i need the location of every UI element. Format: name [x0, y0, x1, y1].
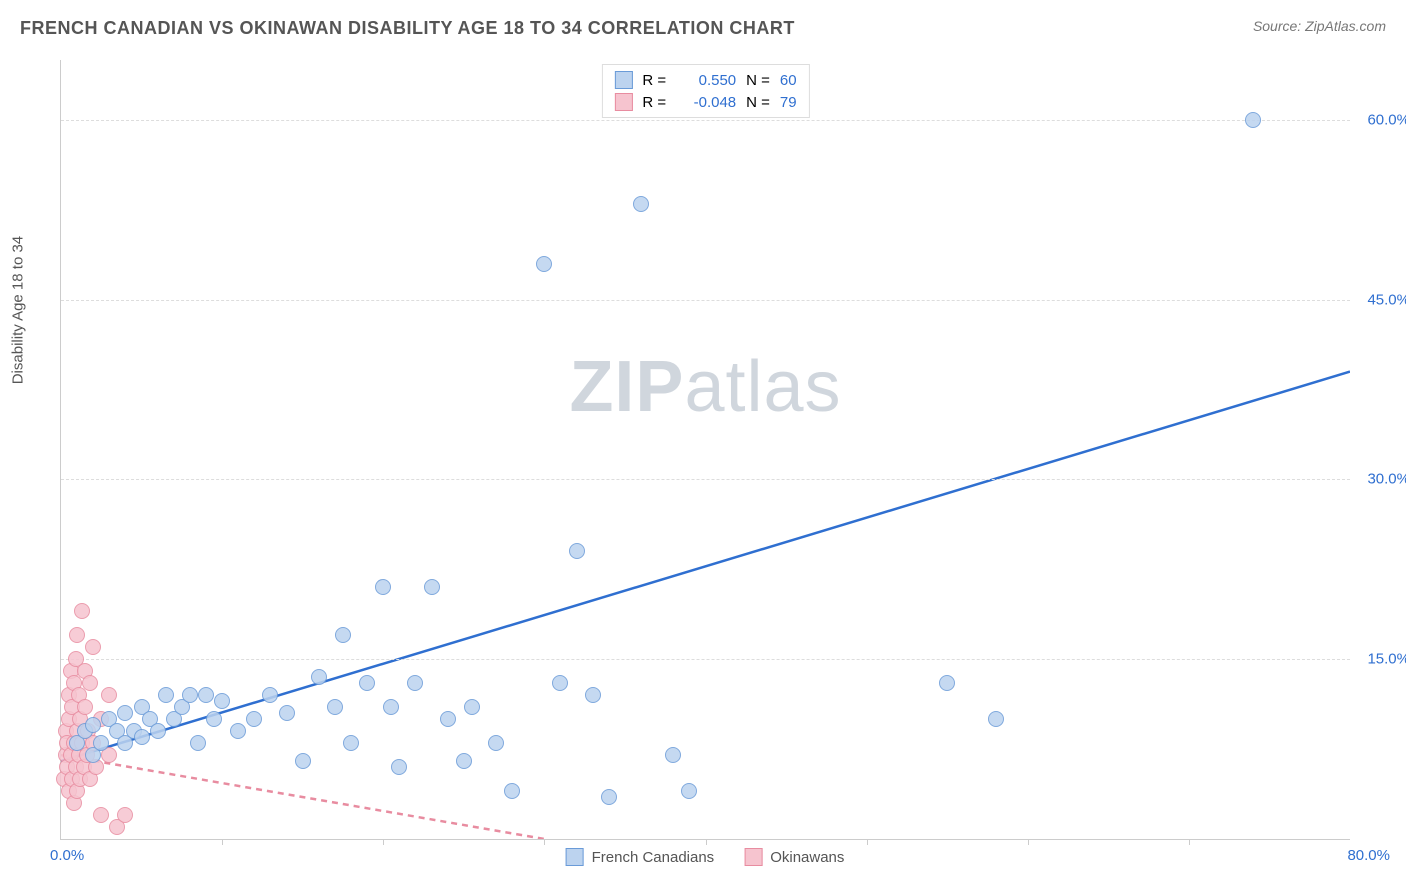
legend-item-1: French Canadians — [566, 848, 715, 866]
stats-row-1: R = 0.550 N = 60 — [614, 69, 796, 91]
r-label-2: R = — [642, 94, 666, 111]
data-point — [117, 807, 133, 823]
data-point — [182, 687, 198, 703]
n-value-2: 79 — [780, 94, 797, 111]
data-point — [424, 579, 440, 595]
data-point — [93, 735, 109, 751]
y-axis-label: Disability Age 18 to 34 — [10, 236, 27, 384]
x-axis-max-label: 80.0% — [1347, 847, 1390, 864]
legend-item-2: Okinawans — [744, 848, 844, 866]
data-point — [279, 705, 295, 721]
data-point — [335, 627, 351, 643]
data-point — [601, 789, 617, 805]
data-point — [214, 693, 230, 709]
plot-area: ZIPatlas R = 0.550 N = 60 R = -0.048 N =… — [60, 60, 1350, 840]
y-tick-label: 15.0% — [1367, 651, 1406, 668]
data-point — [407, 675, 423, 691]
x-tick — [383, 839, 384, 845]
source-value: ZipAtlas.com — [1305, 18, 1386, 34]
data-point — [569, 543, 585, 559]
source-label: Source: — [1253, 18, 1301, 34]
legend-swatch-2 — [744, 848, 762, 866]
data-point — [206, 711, 222, 727]
data-point — [988, 711, 1004, 727]
data-point — [150, 723, 166, 739]
chart-title: FRENCH CANADIAN VS OKINAWAN DISABILITY A… — [20, 18, 795, 39]
data-point — [939, 675, 955, 691]
x-tick — [867, 839, 868, 845]
data-point — [552, 675, 568, 691]
data-point — [456, 753, 472, 769]
data-point — [93, 807, 109, 823]
data-point — [77, 699, 93, 715]
r-label-1: R = — [642, 72, 666, 89]
data-point — [134, 729, 150, 745]
data-point — [504, 783, 520, 799]
source-attribution: Source: ZipAtlas.com — [1253, 18, 1386, 34]
data-point — [230, 723, 246, 739]
data-point — [536, 256, 552, 272]
data-point — [359, 675, 375, 691]
data-point — [158, 687, 174, 703]
x-tick — [1028, 839, 1029, 845]
data-point — [383, 699, 399, 715]
legend-label-1: French Canadians — [592, 849, 715, 866]
chart-container: Disability Age 18 to 34 ZIPatlas R = 0.5… — [60, 60, 1350, 840]
legend-swatch-1 — [566, 848, 584, 866]
data-point — [327, 699, 343, 715]
data-point — [117, 705, 133, 721]
data-point — [311, 669, 327, 685]
data-point — [1245, 112, 1261, 128]
y-tick-label: 45.0% — [1367, 291, 1406, 308]
data-point — [74, 603, 90, 619]
swatch-series2 — [614, 93, 632, 111]
y-tick-label: 60.0% — [1367, 111, 1406, 128]
series-legend: French Canadians Okinawans — [566, 848, 845, 866]
data-point — [681, 783, 697, 799]
data-point — [464, 699, 480, 715]
gridline — [61, 659, 1350, 660]
x-axis-min-label: 0.0% — [50, 847, 84, 864]
gridline — [61, 120, 1350, 121]
data-point — [262, 687, 278, 703]
data-point — [101, 687, 117, 703]
data-point — [295, 753, 311, 769]
data-point — [190, 735, 206, 751]
data-point — [391, 759, 407, 775]
data-point — [665, 747, 681, 763]
n-value-1: 60 — [780, 72, 797, 89]
data-point — [82, 675, 98, 691]
gridline — [61, 479, 1350, 480]
gridline — [61, 300, 1350, 301]
x-tick — [706, 839, 707, 845]
trend-line — [61, 372, 1350, 761]
r-value-1: 0.550 — [676, 72, 736, 89]
data-point — [343, 735, 359, 751]
swatch-series1 — [614, 71, 632, 89]
watermark: ZIPatlas — [569, 346, 841, 428]
r-value-2: -0.048 — [676, 94, 736, 111]
data-point — [69, 627, 85, 643]
data-point — [85, 639, 101, 655]
legend-label-2: Okinawans — [770, 849, 844, 866]
data-point — [198, 687, 214, 703]
n-label-1: N = — [746, 72, 770, 89]
data-point — [585, 687, 601, 703]
data-point — [440, 711, 456, 727]
n-label-2: N = — [746, 94, 770, 111]
data-point — [375, 579, 391, 595]
stats-legend: R = 0.550 N = 60 R = -0.048 N = 79 — [601, 64, 809, 118]
x-tick — [1189, 839, 1190, 845]
data-point — [246, 711, 262, 727]
stats-row-2: R = -0.048 N = 79 — [614, 91, 796, 113]
watermark-atlas: atlas — [684, 347, 841, 427]
data-point — [85, 717, 101, 733]
x-tick — [222, 839, 223, 845]
y-tick-label: 30.0% — [1367, 471, 1406, 488]
watermark-zip: ZIP — [569, 347, 684, 427]
data-point — [633, 196, 649, 212]
x-tick — [544, 839, 545, 845]
data-point — [488, 735, 504, 751]
